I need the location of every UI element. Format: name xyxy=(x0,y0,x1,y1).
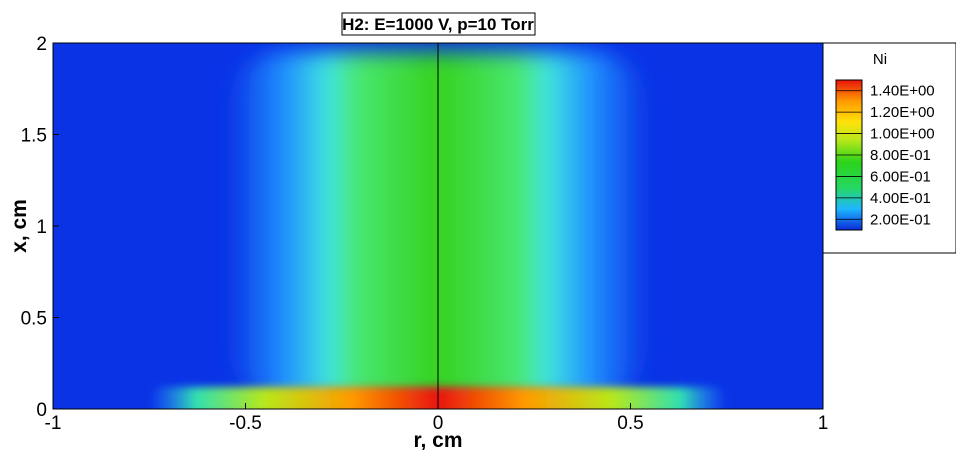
legend-level-label: 2.00E-01 xyxy=(870,211,931,228)
x-tick-label: -0.5 xyxy=(229,413,262,434)
y-tick-label: 1.5 xyxy=(21,126,47,147)
legend-level-label: 1.00E+00 xyxy=(870,126,935,143)
legend-ticks: 1.40E+00 1.20E+00 1.00E+00 8.00E-01 6.00E-01… xyxy=(836,83,935,228)
y-tick-label: 2 xyxy=(36,34,47,55)
x-axis-ticks: -1 -0.5 0 0.5 1 xyxy=(45,403,829,434)
y-tick-label: 0.5 xyxy=(21,309,47,330)
x-tick-label: -1 xyxy=(45,413,62,434)
legend-title: Ni xyxy=(873,51,887,68)
x-tick-label: 0 xyxy=(433,413,444,434)
legend-level-label: 4.00E-01 xyxy=(870,190,931,207)
legend: Ni 1.40E+00 1.20E+00 1.00E+00 8.00E-01 6.00E… xyxy=(822,42,956,254)
y-tick-label: 0 xyxy=(36,400,47,421)
y-tick-label: 1 xyxy=(36,217,47,238)
chart-title-box xyxy=(341,12,536,36)
legend-level-label: 8.00E-01 xyxy=(870,147,931,164)
x-axis-title: r, cm xyxy=(413,429,462,450)
legend-level-label: 6.00E-01 xyxy=(870,168,931,185)
y-axis-ticks: 0 0.5 1 1.5 2 xyxy=(21,34,59,421)
y-axis-title: x, cm xyxy=(8,199,31,253)
legend-level-label: 1.20E+00 xyxy=(870,104,935,121)
x-tick-label: 1 xyxy=(818,413,829,434)
x-tick-label: 0.5 xyxy=(617,413,643,434)
plot-area xyxy=(52,42,824,410)
legend-level-label: 1.40E+00 xyxy=(870,83,935,100)
chart-title: H2: E=1000 V, p=10 Torr xyxy=(342,15,534,34)
